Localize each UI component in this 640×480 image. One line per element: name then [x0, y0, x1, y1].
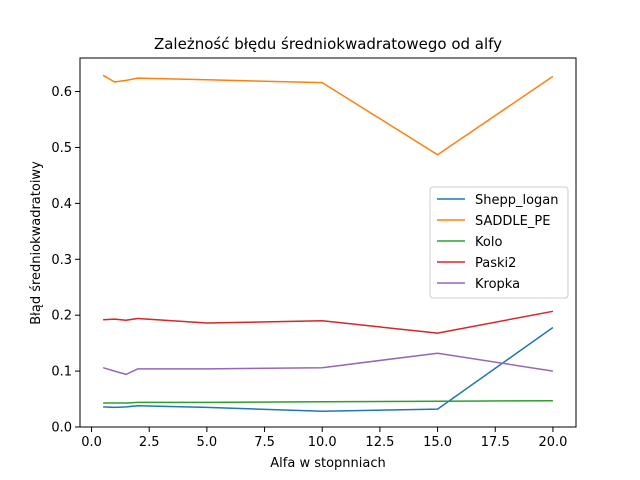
- x-tick-label: 2.5: [139, 435, 160, 450]
- y-tick-label: 0.4: [51, 197, 72, 212]
- x-tick-label: 7.5: [254, 435, 275, 450]
- series-line-saddle-pe: [102, 74, 554, 156]
- series-line-kolo: [103, 399, 553, 404]
- x-axis-label: Alfa w stopnniach: [270, 456, 385, 471]
- plot-series: [102, 74, 554, 413]
- legend-box: [429, 186, 569, 299]
- x-tick-label: 10.0: [308, 435, 337, 450]
- series-line-paski2: [103, 310, 554, 334]
- x-tick-label: 12.5: [365, 435, 394, 450]
- legend-label-kolo: Kolo: [475, 235, 502, 250]
- legend-label-paski2: Paski2: [475, 256, 516, 271]
- x-tick-label: 15.0: [423, 435, 452, 450]
- x-axis: 0.0 2.5 5.0 7.5 10.0 12.5 15.0 17.5 20.0: [81, 427, 567, 450]
- y-axis: 0.0 0.1 0.2 0.3 0.4 0.5 0.6: [51, 85, 80, 436]
- y-tick-label: 0.5: [51, 141, 72, 156]
- chart-title: Zależność błędu średniokwadratowego od a…: [154, 35, 502, 53]
- legend: Shepp_logan SADDLE_PE Kolo Paski2 Kropka: [429, 186, 569, 299]
- legend-label-saddle-pe: SADDLE_PE: [475, 214, 550, 229]
- x-tick-label: 17.5: [481, 435, 510, 450]
- y-tick-label: 0.2: [51, 309, 72, 324]
- series-line-shepp-logan: [103, 326, 554, 413]
- series-line-kropka: [102, 352, 554, 376]
- y-axis-label: Błąd średniokwadratoiwy: [29, 161, 44, 325]
- y-tick-label: 0.0: [51, 421, 72, 436]
- x-tick-label: 5.0: [197, 435, 218, 450]
- y-tick-label: 0.6: [51, 85, 72, 100]
- x-tick-label: 0.0: [81, 435, 102, 450]
- y-tick-label: 0.3: [51, 253, 72, 268]
- legend-label-kropka: Kropka: [475, 277, 520, 292]
- x-tick-label: 20.0: [538, 435, 567, 450]
- y-tick-label: 0.1: [51, 365, 72, 380]
- plot-frame: [79, 57, 577, 428]
- legend-label-shepp-logan: Shepp_logan: [475, 193, 559, 208]
